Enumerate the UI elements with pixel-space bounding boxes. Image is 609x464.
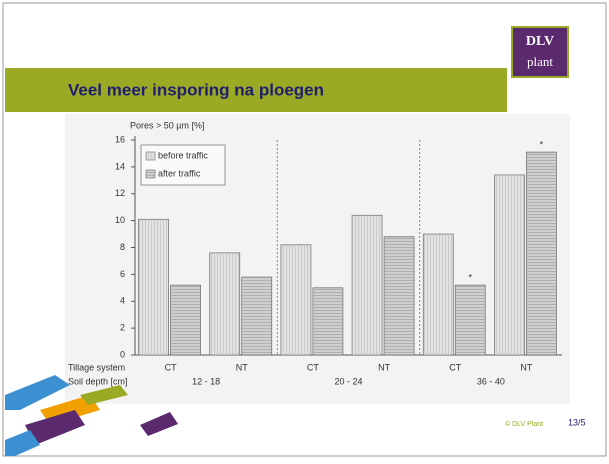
y-axis-label: Pores > 50 µm [%]: [130, 120, 204, 130]
bar-hatch: [139, 219, 169, 355]
y-tick-label: 6: [120, 269, 125, 279]
slide: Veel meer insporing na ploegen DLV plant…: [0, 0, 609, 459]
legend-hatch: [146, 152, 155, 160]
y-tick-label: 0: [120, 349, 125, 359]
x-tick-label: CT: [449, 362, 461, 372]
legend-label: before traffic: [158, 150, 208, 160]
y-tick-label: 12: [115, 188, 125, 198]
row-label: Tillage system: [68, 362, 125, 372]
bar-hatch: [423, 234, 453, 355]
legend-hatch: [146, 170, 155, 178]
bar-hatch: [352, 215, 382, 355]
bar-hatch: [313, 288, 343, 355]
group-label: 12 - 18: [192, 376, 220, 386]
bar-hatch: [455, 285, 485, 355]
slide-title: Veel meer insporing na ploegen: [68, 80, 324, 99]
x-tick-label: NT: [236, 362, 248, 372]
logo-text: DLV: [526, 34, 554, 49]
x-tick-label: NT: [378, 362, 390, 372]
legend-label: after traffic: [158, 168, 201, 178]
bar-hatch: [494, 175, 524, 355]
y-tick-label: 4: [120, 296, 125, 306]
bar-hatch: [384, 237, 414, 355]
page-number: 13/5: [568, 417, 586, 427]
y-tick-label: 8: [120, 242, 125, 252]
footer: © DLV Plant: [505, 420, 543, 428]
annotation: *: [540, 139, 544, 149]
page: {"slide": {"title": "Veel meer insporing…: [0, 0, 609, 459]
bar-hatch: [171, 285, 201, 355]
x-tick-label: NT: [520, 362, 532, 372]
annotation: *: [468, 273, 472, 283]
bar-hatch: [210, 253, 240, 355]
y-tick-label: 2: [120, 323, 125, 333]
group-label: 20 - 24: [334, 376, 362, 386]
y-tick-label: 10: [115, 215, 125, 225]
bar-hatch: [242, 277, 272, 355]
bar-hatch: [281, 245, 311, 355]
bar-hatch: [526, 152, 556, 355]
group-label: 36 - 40: [477, 376, 505, 386]
x-tick-label: CT: [165, 362, 177, 372]
y-tick-label: 14: [115, 161, 125, 171]
y-tick-label: 16: [115, 134, 125, 144]
row-label: Soil depth [cm]: [68, 376, 128, 386]
x-tick-label: CT: [307, 362, 319, 372]
logo-text: plant: [527, 54, 553, 69]
